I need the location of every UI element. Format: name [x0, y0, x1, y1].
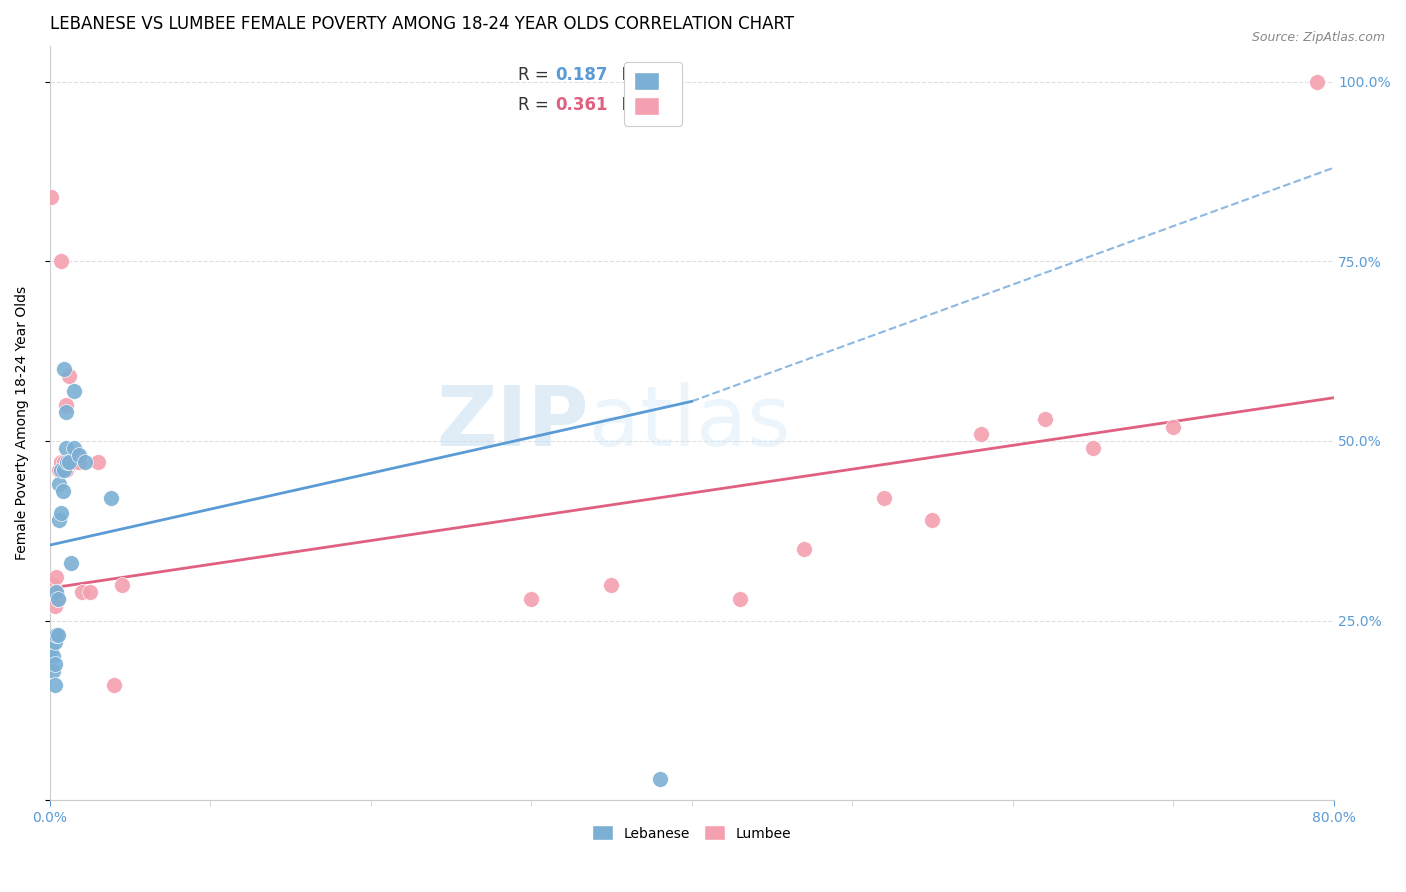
Point — [520, 592, 543, 607]
Text: 35: 35 — [659, 95, 683, 114]
Point — [63, 441, 86, 455]
Point — [41, 189, 63, 203]
Text: R =: R = — [519, 95, 554, 114]
Point — [52, 462, 75, 476]
Text: LEBANESE VS LUMBEE FEMALE POVERTY AMONG 18-24 YEAR OLDS CORRELATION CHART: LEBANESE VS LUMBEE FEMALE POVERTY AMONG … — [49, 15, 794, 33]
Point — [75, 455, 97, 469]
Point — [1161, 419, 1184, 434]
Point — [70, 584, 93, 599]
Point — [969, 426, 991, 441]
Point — [48, 462, 70, 476]
Point — [59, 556, 82, 570]
Point — [53, 362, 76, 376]
Point — [46, 592, 69, 607]
Text: 0.361: 0.361 — [555, 95, 609, 114]
Point — [46, 628, 69, 642]
Text: 28: 28 — [659, 66, 683, 84]
Point — [45, 570, 67, 584]
Point — [44, 657, 66, 671]
Point — [49, 254, 72, 268]
Point — [55, 441, 77, 455]
Point — [53, 455, 76, 469]
Point — [49, 506, 72, 520]
Point — [49, 455, 72, 469]
Point — [55, 398, 77, 412]
Point — [1306, 74, 1329, 88]
Point — [79, 584, 101, 599]
Point — [600, 577, 623, 591]
Point — [42, 577, 65, 591]
Point — [728, 592, 751, 607]
Point — [53, 462, 76, 476]
Point — [45, 628, 67, 642]
Point — [103, 678, 125, 692]
Text: Source: ZipAtlas.com: Source: ZipAtlas.com — [1251, 31, 1385, 45]
Point — [63, 384, 86, 398]
Point — [45, 584, 67, 599]
Point — [42, 664, 65, 678]
Point — [63, 455, 86, 469]
Point — [55, 462, 77, 476]
Point — [48, 477, 70, 491]
Point — [46, 592, 69, 607]
Point — [58, 369, 80, 384]
Point — [111, 577, 134, 591]
Point — [58, 455, 80, 469]
Point — [44, 599, 66, 614]
Point — [1081, 441, 1104, 455]
Point — [45, 584, 67, 599]
Point — [49, 462, 72, 476]
Point — [87, 455, 110, 469]
Point — [100, 491, 122, 506]
Point — [55, 405, 77, 419]
Point — [48, 513, 70, 527]
Point — [1033, 412, 1056, 426]
Point — [41, 642, 63, 657]
Text: R =: R = — [519, 66, 554, 84]
Point — [56, 455, 79, 469]
Point — [63, 455, 86, 469]
Legend: Lebanese, Lumbee: Lebanese, Lumbee — [586, 820, 797, 846]
Text: 0.187: 0.187 — [555, 66, 609, 84]
Point — [873, 491, 896, 506]
Point — [793, 541, 815, 556]
Text: ZIP: ZIP — [436, 383, 589, 464]
Point — [648, 772, 671, 786]
Point — [59, 455, 82, 469]
Text: N =: N = — [610, 66, 658, 84]
Point — [44, 635, 66, 649]
Point — [66, 448, 89, 462]
Point — [44, 678, 66, 692]
Point — [52, 484, 75, 499]
Point — [42, 649, 65, 664]
Point — [67, 455, 90, 469]
Point — [921, 513, 943, 527]
Y-axis label: Female Poverty Among 18-24 Year Olds: Female Poverty Among 18-24 Year Olds — [15, 285, 30, 560]
Text: N =: N = — [610, 95, 658, 114]
Text: atlas: atlas — [589, 383, 790, 464]
Point — [67, 448, 90, 462]
